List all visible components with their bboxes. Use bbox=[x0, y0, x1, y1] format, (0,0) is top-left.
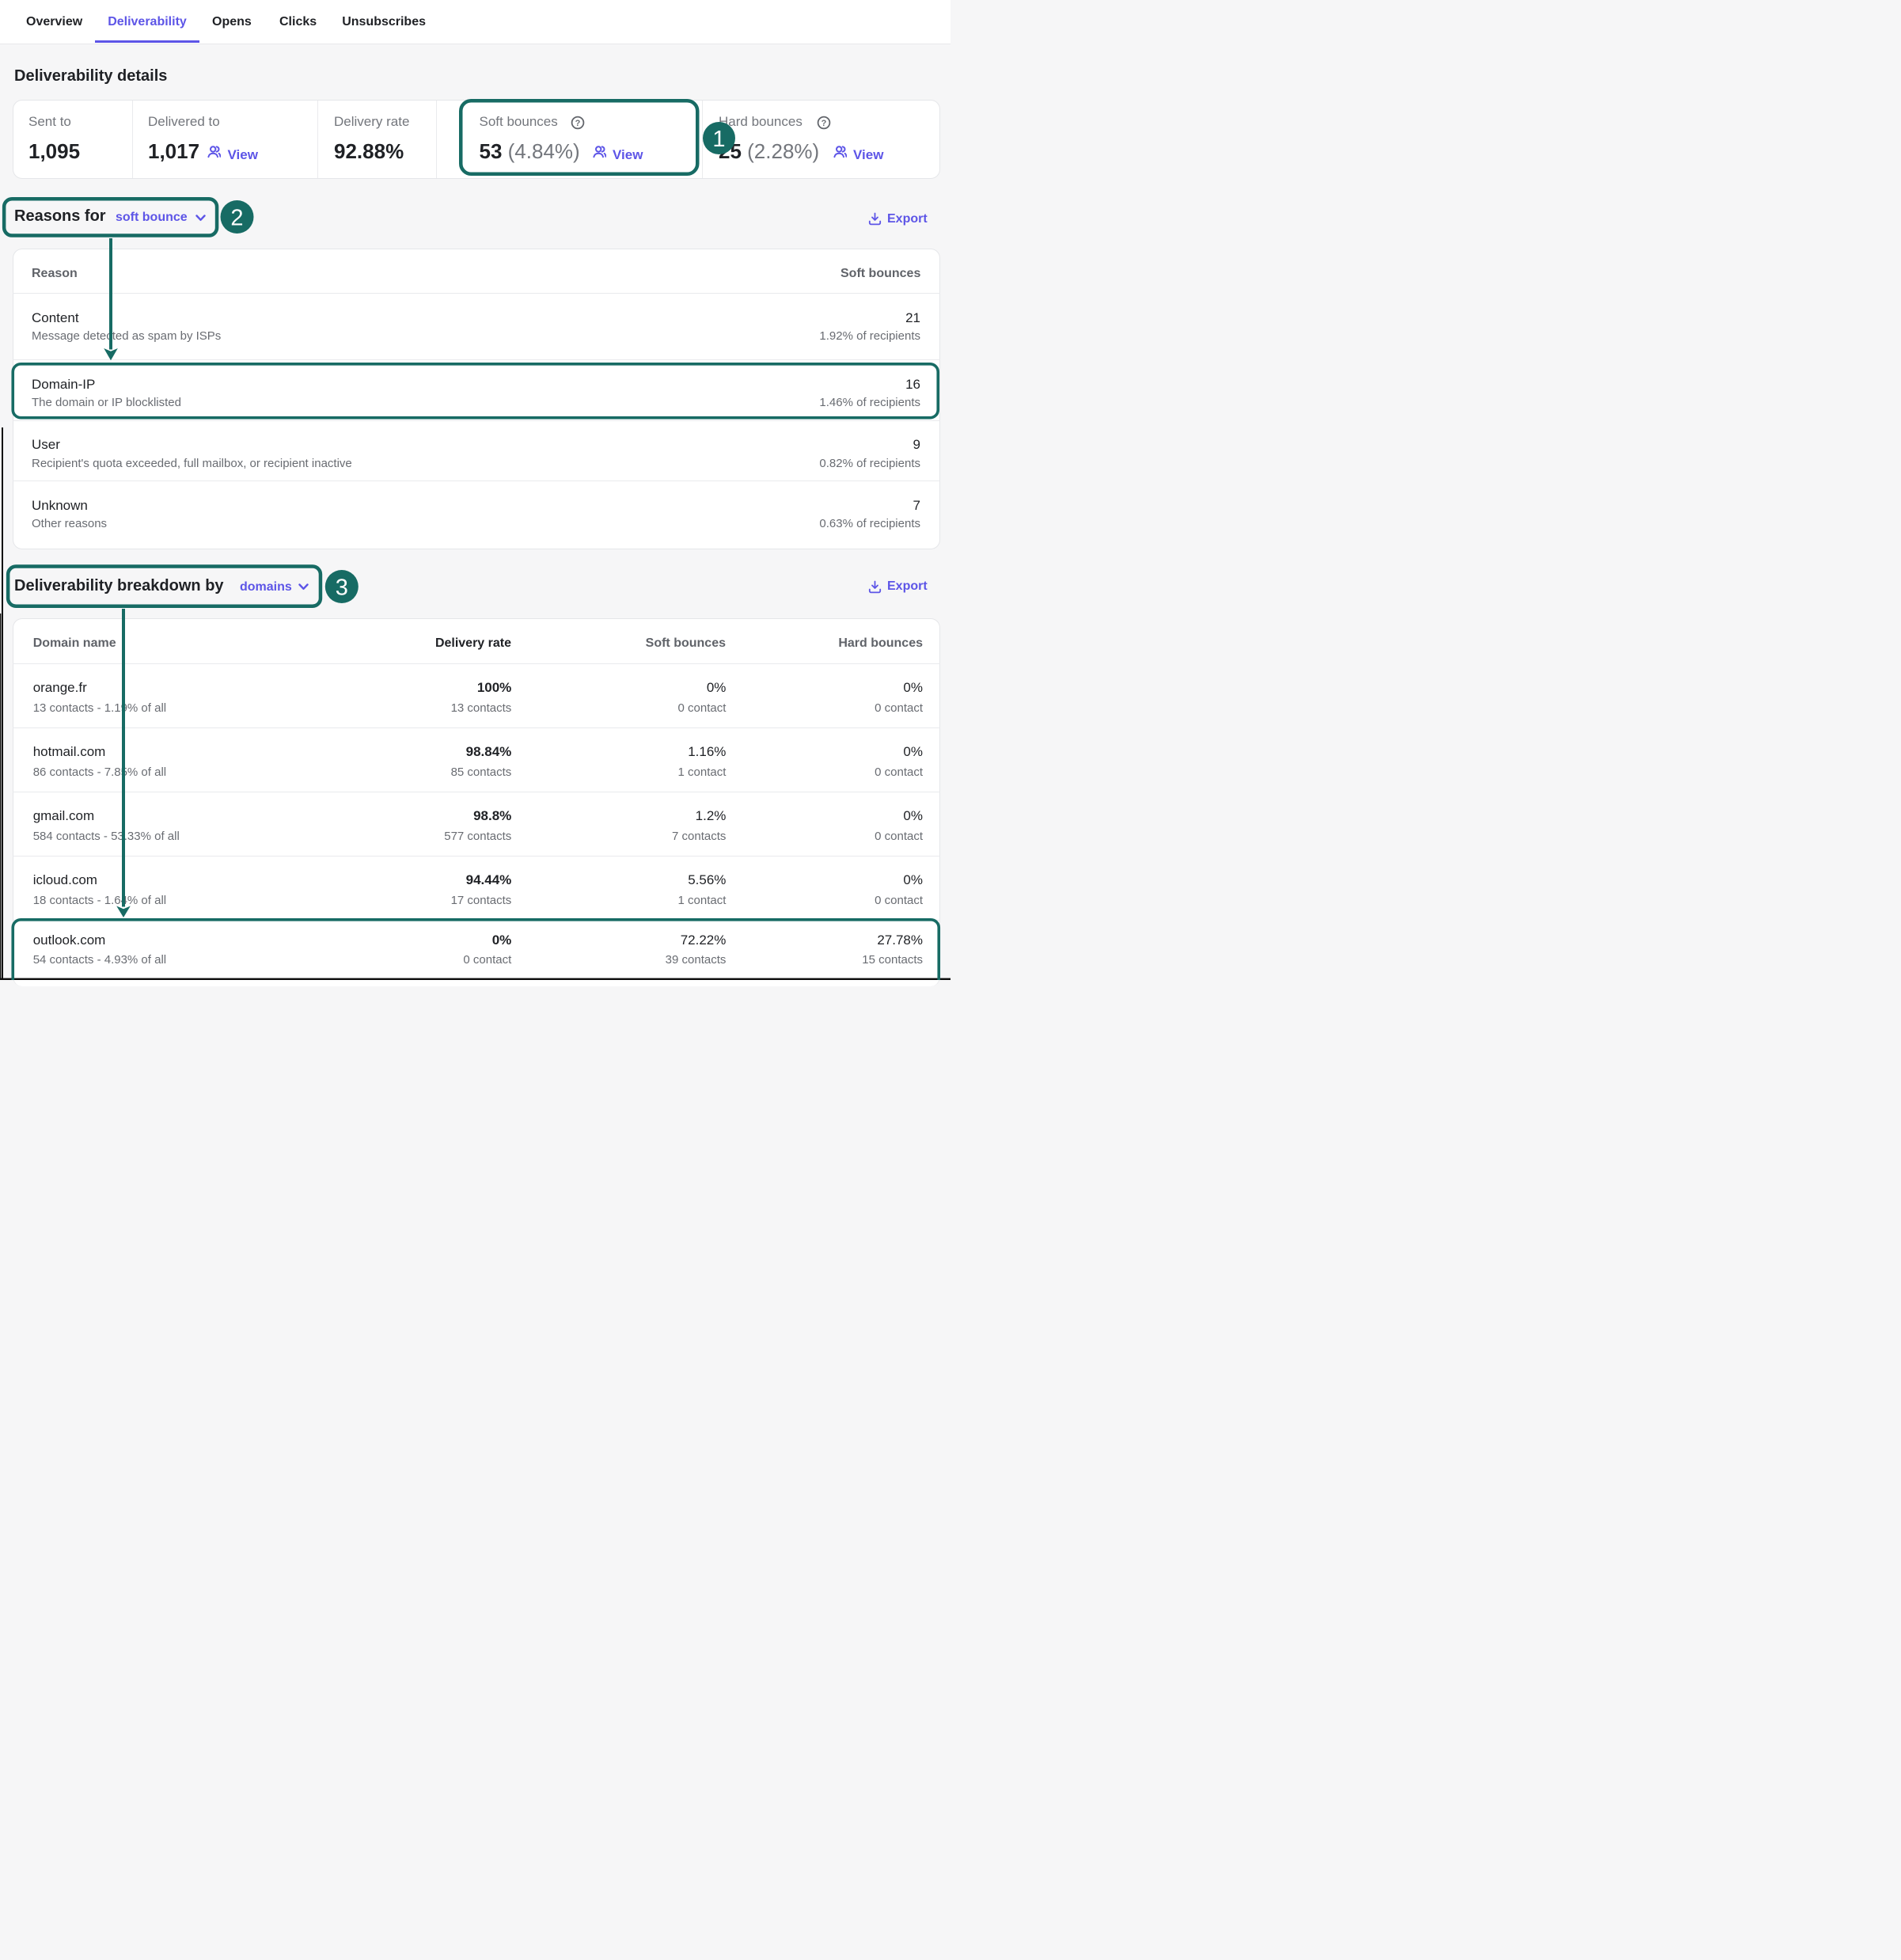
svg-text:2: 2 bbox=[230, 206, 243, 231]
svg-text:?: ? bbox=[821, 119, 827, 128]
svg-text:?: ? bbox=[575, 119, 581, 128]
svg-text:3: 3 bbox=[336, 575, 348, 601]
svg-text:1: 1 bbox=[712, 127, 725, 152]
